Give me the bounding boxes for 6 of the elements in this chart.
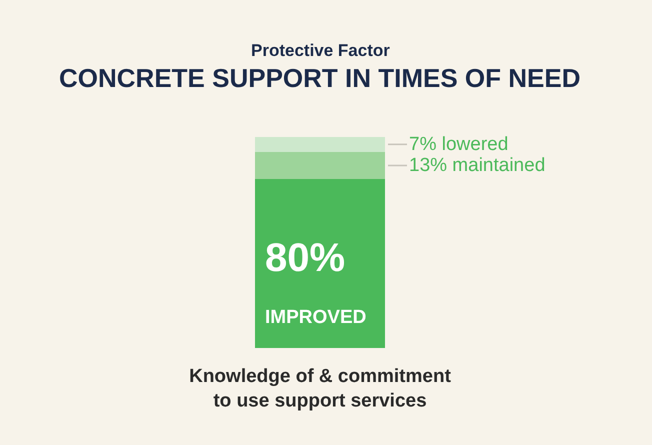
data-label: 13% maintained bbox=[409, 155, 546, 176]
x-tick-label: Knowledge of & commitment to use support services bbox=[189, 366, 452, 412]
data-label: 7% lowered bbox=[409, 134, 508, 155]
chart-subtitle: CONCRETE SUPPORT IN TIMES OF NEED bbox=[59, 63, 580, 93]
chart-title: Protective Factor bbox=[251, 41, 390, 60]
data-label: 80% IMPROVED bbox=[265, 236, 366, 328]
